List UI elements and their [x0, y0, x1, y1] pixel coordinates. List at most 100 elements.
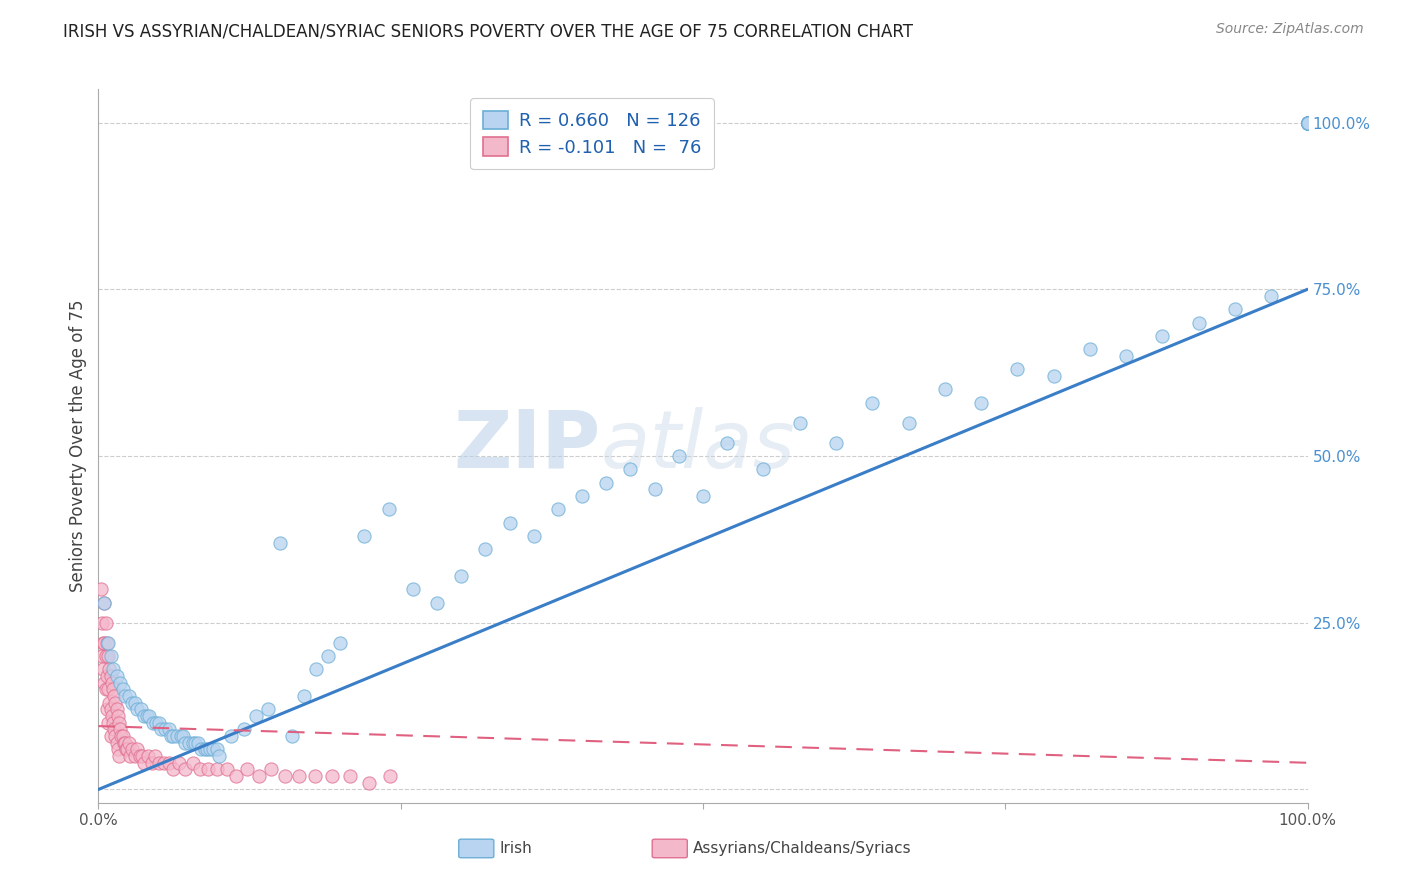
- Point: [91, 615, 114, 630]
- Point: [110, 729, 132, 743]
- Point: [619, 462, 641, 476]
- Point: [127, 742, 149, 756]
- Point: [205, 763, 228, 777]
- Point: [190, 742, 212, 756]
- Point: [100, 729, 122, 743]
- Point: [1296, 115, 1319, 129]
- Point: [166, 729, 188, 743]
- Point: [1115, 349, 1137, 363]
- Point: [329, 636, 352, 650]
- Point: [135, 709, 157, 723]
- Point: [269, 535, 291, 549]
- Point: [498, 516, 520, 530]
- Legend: R = 0.660   N = 126, R = -0.101   N =  76: R = 0.660 N = 126, R = -0.101 N = 76: [470, 98, 714, 169]
- Point: [157, 756, 180, 770]
- Point: [162, 763, 184, 777]
- Point: [1152, 329, 1174, 343]
- Point: [93, 596, 115, 610]
- Point: [1007, 362, 1029, 376]
- Point: [245, 709, 267, 723]
- Y-axis label: Seniors Poverty Over the Age of 75: Seniors Poverty Over the Age of 75: [69, 300, 87, 592]
- Point: [1296, 115, 1319, 129]
- Point: [1188, 316, 1211, 330]
- Point: [105, 702, 128, 716]
- Point: [124, 696, 146, 710]
- Point: [93, 636, 115, 650]
- Point: [127, 702, 149, 716]
- Point: [260, 763, 283, 777]
- Point: [236, 763, 259, 777]
- Point: [288, 769, 311, 783]
- Point: [91, 636, 114, 650]
- Point: [184, 736, 207, 750]
- Text: Assyrians/Chaldeans/Syriacs: Assyrians/Chaldeans/Syriacs: [693, 841, 912, 856]
- Point: [121, 742, 143, 756]
- Point: [1296, 115, 1319, 129]
- Point: [1296, 115, 1319, 129]
- Point: [1296, 115, 1319, 129]
- Point: [1296, 115, 1319, 129]
- Point: [98, 696, 121, 710]
- Point: [94, 615, 117, 630]
- Point: [1078, 343, 1101, 357]
- Point: [157, 723, 180, 737]
- Point: [181, 756, 204, 770]
- Point: [256, 702, 278, 716]
- Point: [100, 709, 122, 723]
- Point: [247, 769, 270, 783]
- Point: [1296, 115, 1319, 129]
- Point: [187, 736, 209, 750]
- Point: [1296, 115, 1319, 129]
- Point: [100, 649, 122, 664]
- Point: [1296, 115, 1319, 129]
- Point: [1296, 115, 1319, 129]
- Point: [1296, 115, 1319, 129]
- Point: [595, 475, 617, 490]
- Point: [100, 669, 122, 683]
- Point: [1296, 115, 1319, 129]
- Point: [136, 749, 159, 764]
- Point: [105, 669, 128, 683]
- Point: [150, 723, 173, 737]
- Point: [205, 742, 228, 756]
- Text: Irish: Irish: [501, 841, 533, 856]
- Point: [97, 715, 120, 730]
- Point: [377, 502, 399, 516]
- Point: [1296, 115, 1319, 129]
- Point: [134, 756, 156, 770]
- Point: [108, 715, 131, 730]
- Point: [98, 662, 121, 676]
- Text: Source: ZipAtlas.com: Source: ZipAtlas.com: [1216, 22, 1364, 37]
- Point: [1296, 115, 1319, 129]
- Text: atlas: atlas: [600, 407, 794, 485]
- Point: [152, 756, 174, 770]
- Point: [232, 723, 254, 737]
- Point: [316, 649, 339, 664]
- Point: [305, 662, 328, 676]
- Point: [202, 742, 225, 756]
- Point: [752, 462, 775, 476]
- Point: [194, 742, 217, 756]
- Point: [860, 395, 883, 409]
- Point: [97, 649, 120, 664]
- Point: [897, 416, 920, 430]
- Point: [94, 649, 117, 664]
- Point: [1296, 115, 1319, 129]
- Point: [970, 395, 993, 409]
- Point: [402, 582, 425, 597]
- Point: [1296, 115, 1319, 129]
- Point: [523, 529, 546, 543]
- Point: [118, 749, 141, 764]
- Point: [304, 769, 326, 783]
- Point: [1296, 115, 1319, 129]
- Point: [97, 636, 120, 650]
- Point: [692, 489, 714, 503]
- Point: [1296, 115, 1319, 129]
- Point: [96, 702, 118, 716]
- Point: [1296, 115, 1319, 129]
- Point: [104, 696, 127, 710]
- Point: [108, 675, 131, 690]
- Point: [174, 736, 197, 750]
- Point: [197, 763, 219, 777]
- Point: [571, 489, 593, 503]
